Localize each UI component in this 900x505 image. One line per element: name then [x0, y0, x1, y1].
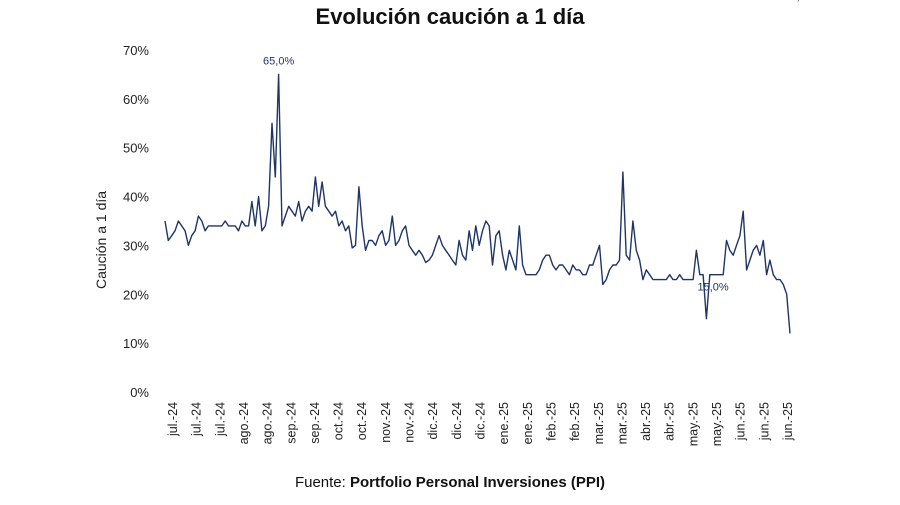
x-tick-label: feb.-25 [568, 402, 582, 441]
x-tick-label: feb.-25 [544, 402, 558, 441]
x-tick-label: may.-25 [710, 402, 724, 446]
x-tick-label: mar.-25 [615, 402, 629, 444]
x-tick-label: jul.-24 [213, 402, 227, 437]
y-tick-label: 30% [123, 238, 149, 253]
data-label: 15,0% [698, 282, 729, 294]
y-tick-label: 60% [123, 92, 149, 107]
y-tick-label: 50% [123, 141, 149, 156]
x-tick-label: nov.-24 [379, 402, 393, 443]
x-tick-label: ene.-25 [521, 402, 535, 444]
y-tick-label: 40% [123, 190, 149, 205]
x-tick-label: dic.-24 [426, 402, 440, 440]
x-tick-label: may.-25 [686, 402, 700, 446]
x-tick-label: ago.-24 [237, 402, 251, 444]
y-tick-label: 0% [130, 385, 149, 400]
annotations: 65,0% 15,0% 12,0% [263, 0, 816, 294]
x-tick-label: abr.-25 [639, 402, 653, 441]
x-axis-ticks: jul.-24 jul.-24 jul.-24 ago.-24 ago.-24 sep.-… [166, 402, 795, 446]
plot-series [164, 73, 791, 334]
x-tick-label: dic.-24 [450, 402, 464, 440]
y-axis-ticks: 0% 10% 20% 30% 40% 50% 60% 70% [123, 43, 149, 400]
series-line [164, 73, 791, 334]
y-tick-label: 10% [123, 336, 149, 351]
x-tick-label: sep.-24 [284, 402, 298, 444]
x-tick-label: ene.-25 [497, 402, 511, 444]
y-axis-label: Caución a 1 día [93, 191, 109, 289]
x-tick-label: oct.-24 [332, 402, 346, 440]
chart-title: Evolución caución a 1 día [315, 4, 585, 29]
x-tick-label: sep.-24 [308, 402, 322, 444]
x-tick-label: abr.-25 [663, 402, 677, 441]
x-tick-label: nov.-24 [403, 402, 417, 443]
y-tick-label: 20% [123, 287, 149, 302]
x-tick-label: dic.-24 [474, 402, 488, 440]
y-tick-label: 70% [123, 43, 149, 58]
x-tick-label: jun.-25 [757, 402, 771, 441]
x-tick-label: jun.-25 [781, 402, 795, 441]
x-tick-label: jul.-24 [166, 402, 180, 437]
x-tick-label: ago.-24 [261, 402, 275, 444]
data-label: 12,0% [784, 0, 815, 3]
x-tick-label: jun.-25 [734, 402, 748, 441]
data-label: 65,0% [263, 55, 294, 67]
source-name: Portfolio Personal Inversiones (PPI) [349, 474, 606, 491]
source-note: Fuente: Portfolio Personal Inversiones (… [0, 474, 900, 491]
source-prefix: Fuente: [294, 474, 350, 491]
x-tick-label: jul.-24 [190, 402, 204, 437]
x-tick-label: oct.-24 [355, 402, 369, 440]
x-tick-label: mar.-25 [592, 402, 606, 444]
